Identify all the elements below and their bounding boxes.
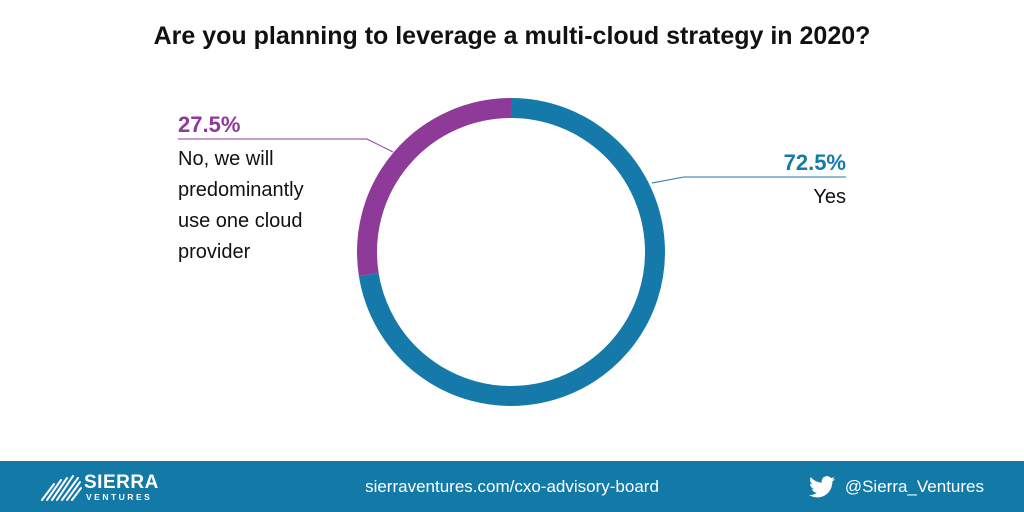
logo-mark-icon [41,475,82,501]
donut-chart: 72.5% Yes 27.5% No, we will predominantl… [178,98,846,406]
twitter-handle: @Sierra_Ventures [844,477,984,496]
twitter-link[interactable]: @Sierra_Ventures [808,474,984,500]
no-leader-line [178,138,394,153]
no-category-label-line-2: predominantly [178,179,304,201]
chart-title: Are you planning to leverage a multi-clo… [153,22,871,50]
donut-slice-yes [358,98,665,406]
yes-percent-label: 72.5% [784,150,846,175]
donut-slices [357,98,665,406]
no-percent-label: 27.5% [178,112,240,137]
no-category-label-line-1: No, we will [178,148,274,170]
sierra-ventures-logo: SIERRA VENTURES [40,470,170,504]
twitter-bird-icon [808,476,835,498]
footer-bar: SIERRA VENTURES sierraventures.com/cxo-a… [0,461,1024,512]
logo-name: SIERRA [84,472,159,493]
no-category-label-line-3: use one cloud [178,210,303,232]
yes-leader-line [651,176,846,184]
donut-slice-no [357,98,512,277]
website-link[interactable]: sierraventures.com/cxo-advisory-board [365,477,659,496]
logo-subtitle: VENTURES [86,492,153,502]
no-category-label-line-4: provider [178,241,251,263]
yes-category-label: Yes [813,186,846,208]
